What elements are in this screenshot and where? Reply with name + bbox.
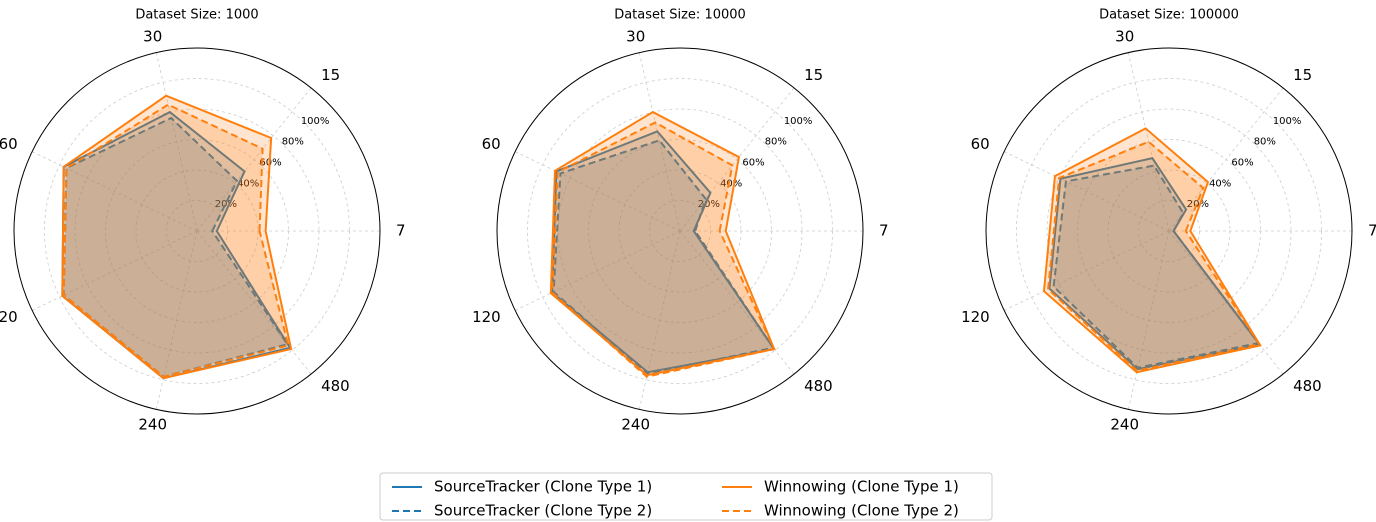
category-label: 480 <box>1293 377 1322 395</box>
legend-label: SourceTracker (Clone Type 2) <box>434 502 652 520</box>
r-tick-label: 20% <box>1187 199 1209 210</box>
r-tick-label: 80% <box>765 137 787 148</box>
r-tick-label: 20% <box>698 199 720 210</box>
grid-ring <box>1138 200 1200 262</box>
category-label: 240 <box>621 416 650 434</box>
category-label: 7 <box>1368 222 1376 240</box>
category-label: 7 <box>879 222 889 240</box>
chart-title: Dataset Size: 1000 <box>135 8 258 23</box>
legend-label: SourceTracker (Clone Type 1) <box>434 478 652 496</box>
chart-title: Dataset Size: 10000 <box>614 8 746 23</box>
r-tick-label: 60% <box>742 157 764 168</box>
chart-title: Dataset Size: 100000 <box>1099 8 1239 23</box>
series-area <box>552 139 775 375</box>
series-area <box>1047 140 1261 372</box>
series-area <box>62 116 289 378</box>
r-tick-label: 60% <box>1231 157 1253 168</box>
radar-chart: Dataset Size: 1000 7 15 30 60 120 240 480 20%40%… <box>0 8 406 434</box>
category-label: 120 <box>961 308 990 326</box>
r-tick-label: 40% <box>1209 178 1231 189</box>
category-label: 30 <box>143 27 162 45</box>
series-area <box>1042 127 1262 374</box>
category-label: 15 <box>321 66 340 84</box>
category-label: 240 <box>138 416 167 434</box>
grid-ring <box>1016 78 1322 384</box>
outer-circle <box>985 47 1353 415</box>
grid-ring <box>135 169 259 293</box>
outer-circle <box>13 47 381 415</box>
r-tick-label: 40% <box>720 178 742 189</box>
category-label: 480 <box>804 377 833 395</box>
category-label: 60 <box>0 135 18 153</box>
r-tick-label: 100% <box>1273 116 1302 127</box>
category-label: 15 <box>1293 66 1312 84</box>
legend-box <box>379 472 993 521</box>
grid-ring <box>557 108 803 354</box>
r-tick-label: 20% <box>215 199 237 210</box>
grid-ring <box>166 200 228 262</box>
grid-ring <box>74 108 320 354</box>
grid-ring <box>1077 139 1261 323</box>
r-tick-label: 40% <box>237 178 259 189</box>
category-label: 120 <box>0 308 18 326</box>
legend-label: Winnowing (Clone Type 2) <box>764 502 959 520</box>
radar-chart: Dataset Size: 100000 7 15 30 60 120 240 480 20%4… <box>961 8 1376 434</box>
category-label: 120 <box>472 308 501 326</box>
grid-ring <box>1046 108 1292 354</box>
grid-ring <box>105 139 289 323</box>
series-area <box>62 103 290 378</box>
category-label: 30 <box>626 27 645 45</box>
series-area <box>551 121 776 378</box>
grid-ring <box>44 78 350 384</box>
grid-ring <box>1107 169 1231 293</box>
r-tick-label: 100% <box>301 116 330 127</box>
category-label: 60 <box>482 135 501 153</box>
grid-ring <box>618 169 742 293</box>
r-tick-label: 80% <box>1254 137 1276 148</box>
category-label: 15 <box>804 66 823 84</box>
series-area <box>61 94 293 380</box>
series-area <box>1052 164 1261 369</box>
legend-label: Winnowing (Clone Type 1) <box>764 478 959 496</box>
legend: SourceTracker (Clone Type 1) SourceTracke… <box>379 472 993 521</box>
category-label: 480 <box>321 377 350 395</box>
grid-ring <box>588 139 772 323</box>
category-label: 60 <box>971 135 990 153</box>
radar-chart: Dataset Size: 10000 7 15 30 60 120 240 480 20%40… <box>472 8 888 434</box>
spoke <box>196 230 312 375</box>
category-label: 30 <box>1115 27 1134 45</box>
r-tick-label: 100% <box>784 116 813 127</box>
outer-circle <box>496 47 864 415</box>
grid-ring <box>527 78 833 384</box>
category-label: 240 <box>1110 416 1139 434</box>
r-tick-label: 80% <box>282 137 304 148</box>
spoke <box>679 230 795 375</box>
category-label: 7 <box>396 222 406 240</box>
spoke <box>1168 230 1284 375</box>
grid-ring <box>649 200 711 262</box>
